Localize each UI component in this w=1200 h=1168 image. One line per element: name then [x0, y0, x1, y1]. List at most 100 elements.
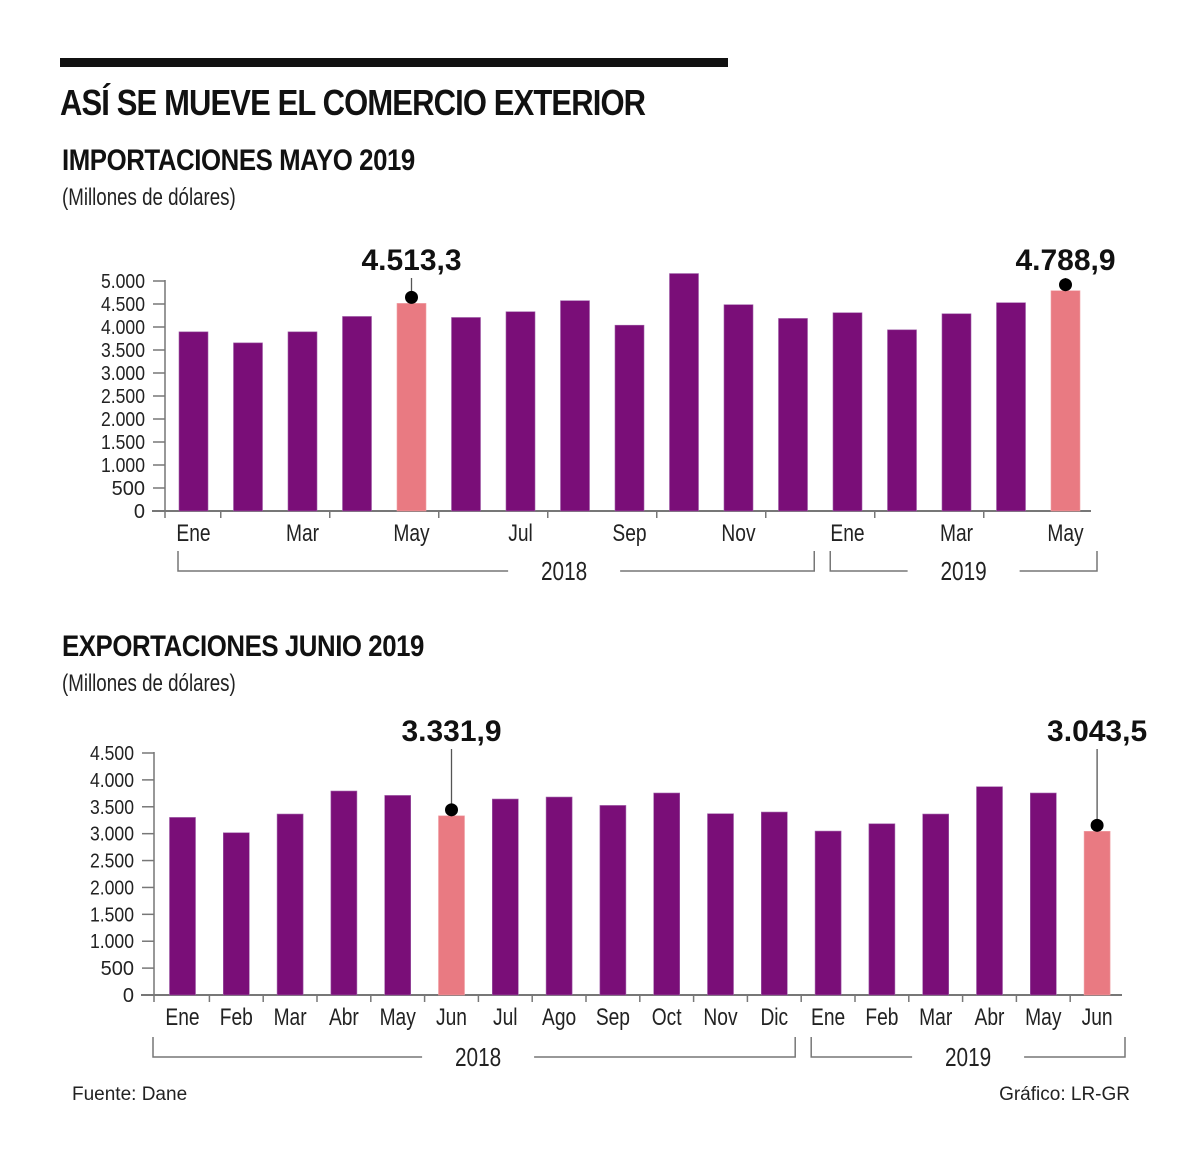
x-tick-label: Jul [508, 519, 533, 547]
y-tick-label: 4.500 [90, 743, 134, 765]
x-tick-label: Mar [940, 519, 973, 547]
x-tick-label: Abr [975, 1003, 1005, 1031]
bar [760, 811, 788, 996]
y-tick-label: 2.500 [90, 851, 134, 873]
bar [996, 302, 1026, 512]
bar [287, 331, 318, 512]
y-tick-label: 3.500 [101, 340, 145, 362]
bar [276, 813, 304, 996]
annotation-label: 3.043,5 [1047, 715, 1147, 748]
bar-highlighted [1050, 290, 1081, 512]
annotation-dot [405, 290, 418, 304]
y-tick-label: 4.000 [90, 770, 134, 792]
bar [723, 304, 754, 512]
x-tick-label: May [1025, 1003, 1061, 1031]
x-tick-label: Nov [721, 519, 755, 547]
x-tick-label: Ene [830, 519, 864, 547]
year-label: 2019 [945, 1043, 991, 1072]
y-tick-label: 1.000 [90, 931, 134, 953]
bar [178, 331, 209, 512]
year-bracket-left [829, 551, 908, 572]
credit-note: Gráfico: LR-GR [999, 1084, 1130, 1105]
x-tick-label: Abr [329, 1003, 359, 1031]
bar [887, 329, 917, 512]
year-bracket-left [810, 1037, 913, 1058]
x-tick-label: Nov [703, 1003, 737, 1031]
bar [491, 798, 519, 996]
source-note: Fuente: Dane [72, 1084, 188, 1105]
x-tick-label: May [1047, 519, 1083, 547]
bar-highlighted [396, 303, 427, 512]
x-tick-label: Ene [165, 1003, 199, 1031]
bar [384, 795, 412, 996]
exports-chart: 0 500 1.000 1.500 2.000 2.500 3.000 3.500 4.000 4… [90, 715, 1147, 1072]
year-bracket-left [152, 1037, 423, 1058]
bar [814, 830, 842, 996]
year-label: 2018 [455, 1043, 501, 1072]
annotation-dot [445, 803, 458, 817]
x-tick-label: Jul [493, 1003, 518, 1031]
annotation-label: 3.331,9 [401, 715, 501, 748]
year-bracket-right [534, 1037, 796, 1058]
y-tick-label: 3.000 [90, 824, 134, 846]
x-tick-label: Jun [1082, 1003, 1113, 1031]
x-tick-label: Mar [286, 519, 319, 547]
bar [614, 324, 645, 512]
bar [778, 318, 808, 512]
annotation-dot [1090, 818, 1104, 832]
x-tick-label: Dic [760, 1003, 788, 1031]
bar [707, 813, 734, 996]
bar [451, 317, 481, 512]
y-tick-label: 2.000 [90, 877, 134, 899]
annotation-label: 4.788,9 [1015, 244, 1115, 277]
x-tick-label: Feb [865, 1003, 898, 1031]
bar [545, 796, 573, 996]
year-label: 2019 [940, 557, 986, 586]
imports-units: (Millones de dólares) [62, 184, 236, 211]
bar-highlighted [438, 815, 465, 996]
y-tick-label: 1.000 [101, 455, 145, 477]
x-tick-label: Ene [811, 1003, 845, 1031]
y-tick-label: 4.500 [101, 294, 145, 316]
y-tick-label: 500 [112, 478, 145, 500]
bar [223, 832, 250, 996]
bar [505, 311, 536, 512]
bar [922, 813, 950, 996]
bar [560, 300, 590, 512]
x-tick-label: Feb [220, 1003, 253, 1031]
y-tick-label: 4.000 [101, 317, 145, 339]
bar [342, 316, 372, 512]
x-tick-label: May [380, 1003, 416, 1031]
bar [976, 786, 1003, 996]
main-title: ASÍ SE MUEVE EL COMERCIO EXTERIOR [60, 82, 646, 123]
bar [233, 342, 263, 512]
year-bracket-left [177, 551, 509, 572]
x-tick-label: Jun [436, 1003, 467, 1031]
x-tick-label: Ago [542, 1003, 576, 1031]
year-bracket-right [1019, 551, 1098, 572]
bar [669, 273, 699, 512]
x-tick-label: Mar [919, 1003, 952, 1031]
year-bracket-right [620, 551, 815, 572]
annotation-dot [1059, 278, 1072, 292]
x-tick-label: Sep [596, 1003, 630, 1031]
x-tick-label: Oct [652, 1003, 682, 1031]
annotation-label: 4.513,3 [361, 244, 461, 277]
x-tick-label: Mar [274, 1003, 307, 1031]
y-tick-label: 2.500 [101, 386, 145, 408]
y-tick-label: 3.000 [101, 363, 145, 385]
y-tick-label: 500 [101, 958, 134, 980]
bar [832, 312, 863, 512]
y-tick-label: 3.500 [90, 797, 134, 819]
x-tick-label: Ene [176, 519, 210, 547]
y-tick-label: 2.000 [101, 409, 145, 431]
imports-chart: 05001.0001.5002.0002.5003.0003.5004.0004… [101, 244, 1116, 586]
header-rule [60, 58, 728, 67]
bar-highlighted [1083, 831, 1111, 996]
imports-title: IMPORTACIONES MAYO 2019 [62, 144, 415, 177]
bar [1030, 792, 1057, 996]
bar [868, 823, 896, 996]
bar [941, 313, 972, 512]
year-label: 2018 [541, 557, 587, 586]
bar [330, 790, 358, 996]
